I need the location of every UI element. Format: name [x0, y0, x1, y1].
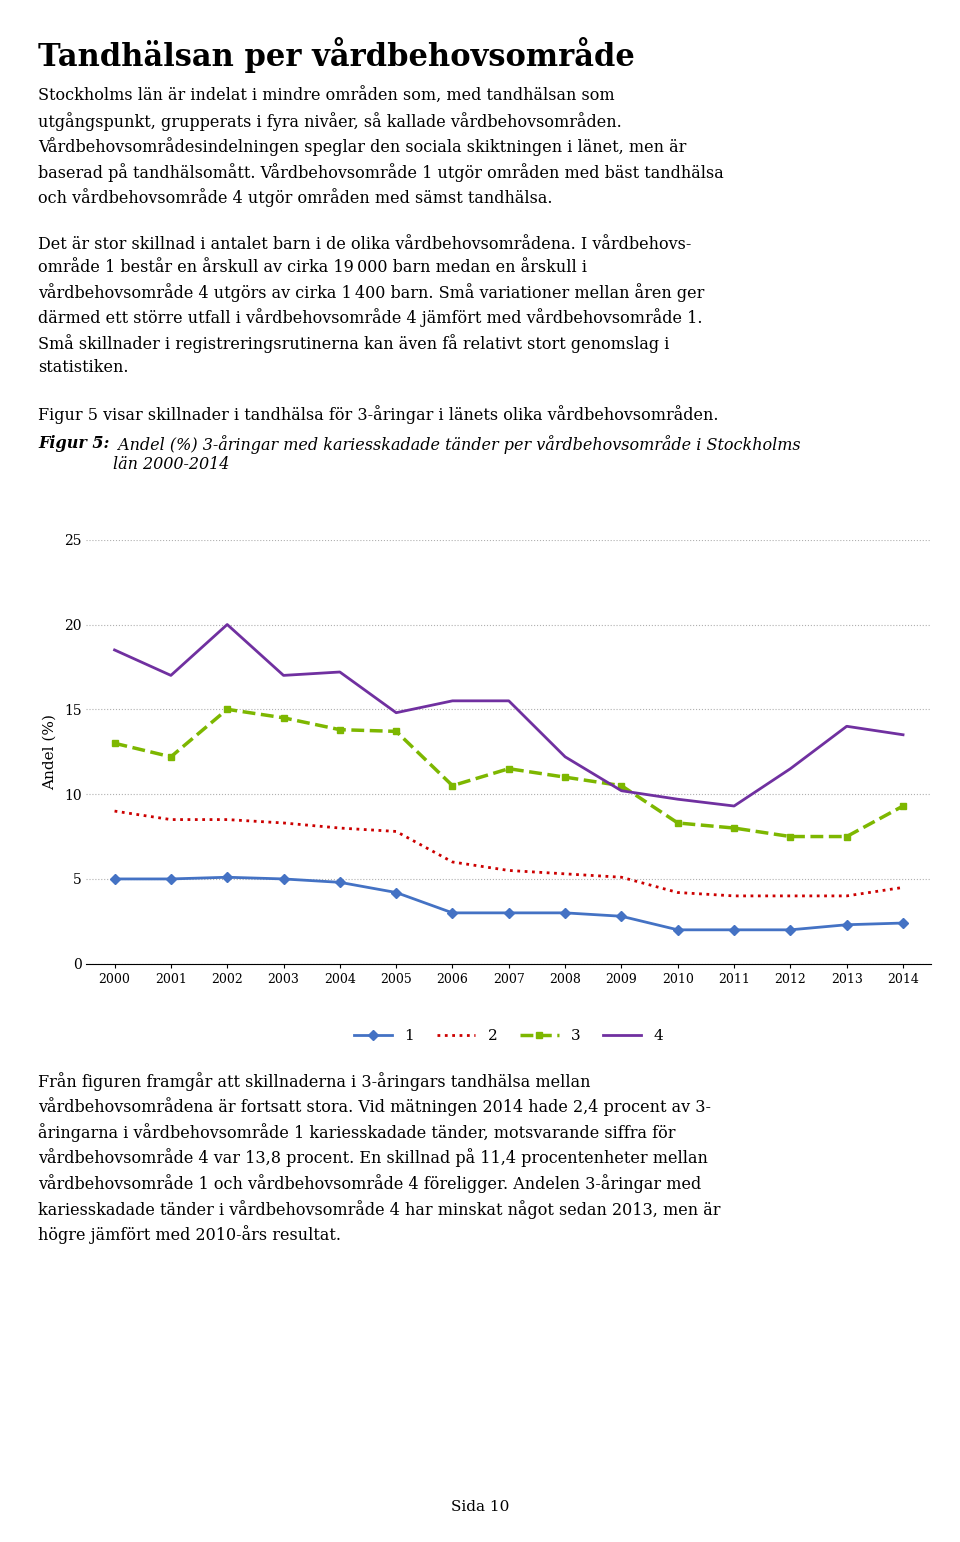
Text: Sida 10: Sida 10 [451, 1500, 509, 1514]
Text: Tandhälsan per vårdbehovsområde: Tandhälsan per vårdbehovsområde [38, 37, 636, 72]
Legend: 1, 2, 3, 4: 1, 2, 3, 4 [348, 1024, 669, 1050]
Y-axis label: Andel (%): Andel (%) [43, 714, 57, 790]
Text: Figur 5:: Figur 5: [38, 435, 109, 452]
Text: Andel (%) 3-åringar med kariesskadade tänder per vårdbehovsområde i Stockholms
l: Andel (%) 3-åringar med kariesskadade tä… [113, 435, 801, 473]
Text: Stockholms län är indelat i mindre områden som, med tandhälsan som
utgångspunkt,: Stockholms län är indelat i mindre områd… [38, 88, 724, 424]
Text: Från figuren framgår att skillnaderna i 3-åringars tandhälsa mellan
vårdbehovsom: Från figuren framgår att skillnaderna i … [38, 1072, 721, 1244]
